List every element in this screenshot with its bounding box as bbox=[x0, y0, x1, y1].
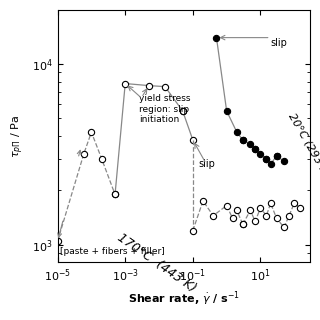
Text: 20°C (293 K): 20°C (293 K) bbox=[287, 111, 320, 178]
Text: yield stress
region: slip
initiation: yield stress region: slip initiation bbox=[139, 94, 190, 124]
Text: slip: slip bbox=[199, 159, 216, 169]
X-axis label: Shear rate, $\dot{\gamma}$ / s$^{-1}$: Shear rate, $\dot{\gamma}$ / s$^{-1}$ bbox=[128, 289, 240, 308]
Text: slip: slip bbox=[271, 38, 287, 48]
Text: [paste + fibers + filler]: [paste + fibers + filler] bbox=[60, 247, 165, 256]
Text: 170°C  (443 K): 170°C (443 K) bbox=[115, 230, 199, 294]
Y-axis label: $\tau_{p\Pi}$ / Pa: $\tau_{p\Pi}$ / Pa bbox=[10, 115, 26, 157]
